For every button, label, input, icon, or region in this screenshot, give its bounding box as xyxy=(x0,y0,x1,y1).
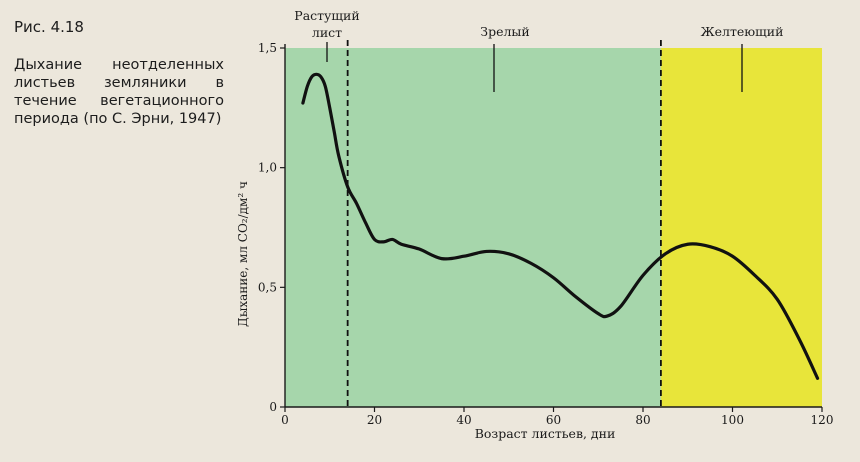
y-tick-label: 0,5 xyxy=(258,280,277,294)
x-tick-label: 120 xyxy=(811,413,834,427)
respiration-curve xyxy=(301,72,820,380)
y-tick-label: 1,0 xyxy=(258,161,277,175)
curve-layer xyxy=(301,72,820,380)
phase-label-line: Растущий xyxy=(294,8,359,23)
chart-axes: 0 20 40 60 80 100 120 0 0,5 1,0 1,5 xyxy=(258,41,834,427)
x-tick-label: 60 xyxy=(546,413,561,427)
y-tick-label: 1,5 xyxy=(258,41,277,55)
phase-label-mature: Зрелый xyxy=(480,24,529,39)
green-zone xyxy=(285,48,661,407)
y-tick-label: 0 xyxy=(269,400,277,414)
x-tick-label: 80 xyxy=(635,413,650,427)
phase-zones xyxy=(285,48,822,407)
phase-markers: Растущий лист Зрелый Желтеющий xyxy=(294,8,783,407)
x-axis-label: Возраст листьев, дни xyxy=(475,426,616,441)
figure-caption: Рис. 4.18 Дыхание неотделенных листьев з… xyxy=(14,18,224,128)
phase-label-growing: Растущий лист xyxy=(294,8,359,40)
phase-label-yellowing: Желтеющий xyxy=(701,24,784,39)
figure-number: Рис. 4.18 xyxy=(14,18,84,36)
x-tick-label: 20 xyxy=(367,413,382,427)
figure-caption-text: Дыхание неотделенных листьев земляники в… xyxy=(14,57,224,127)
x-tick-label: 0 xyxy=(281,413,289,427)
phase-label-line: лист xyxy=(312,25,342,40)
y-axis-label: Дыхание, мл CO₂/дм² ч xyxy=(236,181,250,327)
yellow-zone xyxy=(660,48,822,407)
x-tick-label: 40 xyxy=(456,413,471,427)
x-tick-label: 100 xyxy=(721,413,744,427)
